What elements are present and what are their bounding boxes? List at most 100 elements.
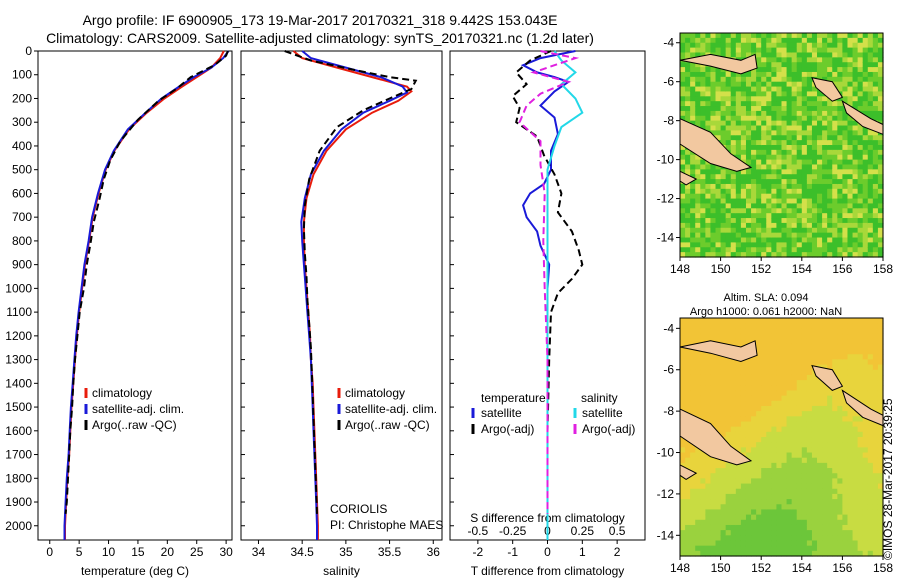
map-cell <box>806 524 813 531</box>
map-cell <box>822 343 828 350</box>
map-cell <box>857 164 864 170</box>
map-cell <box>720 380 727 386</box>
map-cell <box>832 411 838 417</box>
map-cell <box>700 120 706 127</box>
map-cell <box>700 318 706 324</box>
map-cell <box>867 145 874 151</box>
map-cell <box>690 452 696 459</box>
map-cell <box>842 323 849 329</box>
map-cell <box>877 198 884 205</box>
map-x-tick-label: 156 <box>832 262 852 276</box>
x-tick-label: 1 <box>579 545 586 559</box>
map-cell <box>857 67 864 73</box>
map-cell <box>705 164 712 170</box>
map-cell <box>842 149 849 156</box>
map-cell <box>862 222 869 229</box>
map-cell <box>791 96 798 102</box>
map-cell <box>811 208 818 214</box>
map-cell <box>700 33 706 39</box>
map-cell <box>766 125 772 131</box>
map-cell <box>817 106 823 112</box>
map-cell <box>862 198 869 205</box>
map-cell <box>817 232 823 239</box>
map-cell <box>771 101 778 107</box>
map-cell <box>766 354 772 360</box>
map-cell <box>771 535 778 542</box>
map-cell <box>740 33 747 39</box>
map-cell <box>867 524 874 531</box>
map-cell <box>690 349 696 355</box>
map-cell <box>832 504 838 511</box>
map-cell <box>827 483 833 490</box>
map-cell <box>862 135 869 141</box>
map-cell <box>761 504 767 511</box>
map-cell <box>730 468 737 474</box>
map-cell <box>740 188 747 195</box>
map-cell <box>740 323 747 329</box>
map-cell <box>695 169 701 175</box>
map-cell <box>842 405 849 412</box>
map-cell <box>837 354 843 360</box>
map-cell <box>796 110 803 117</box>
map-cell <box>776 524 783 531</box>
map-cell <box>766 203 772 209</box>
map-cell <box>817 333 823 340</box>
map-cell <box>730 323 737 329</box>
map-cell <box>730 421 737 428</box>
map-cell <box>806 37 813 44</box>
map-cell <box>837 426 843 433</box>
map-cell <box>801 416 808 423</box>
map-cell <box>756 76 762 83</box>
map-cell <box>842 343 849 350</box>
map-cell <box>852 47 859 54</box>
map-cell <box>796 76 803 83</box>
map-cell <box>751 159 757 166</box>
map-cell <box>730 130 737 136</box>
map-cell <box>756 169 762 175</box>
map-cell <box>822 101 828 107</box>
map-cell <box>735 42 742 49</box>
temperature-plot-frame <box>37 50 233 541</box>
map-cell <box>811 478 818 485</box>
map-cell <box>700 530 706 536</box>
map-cell <box>705 96 712 102</box>
map-cell <box>751 333 757 340</box>
map-cell <box>730 237 737 243</box>
map-cell <box>685 452 691 459</box>
map-cell <box>761 110 767 117</box>
map-cell <box>796 252 803 258</box>
map-cell <box>786 154 793 161</box>
map-cell <box>867 213 874 219</box>
map-cell <box>867 380 874 386</box>
map-cell <box>817 380 823 386</box>
map-cell <box>791 519 798 526</box>
map-cell <box>690 395 696 402</box>
map-cell <box>786 188 793 195</box>
x-tick-label: -1 <box>507 545 518 559</box>
map-cell <box>710 385 717 392</box>
map-cell <box>745 364 752 371</box>
map-cell <box>715 247 722 253</box>
map-cell <box>842 421 849 428</box>
map-cell <box>745 333 752 340</box>
map-cell <box>771 198 778 205</box>
map-cell <box>771 478 778 485</box>
map-cell <box>791 140 798 146</box>
map-cell <box>786 369 793 376</box>
map-cell <box>695 208 701 214</box>
map-cell <box>771 183 778 190</box>
map-cell <box>832 242 838 248</box>
map-cell <box>822 169 828 175</box>
map-cell <box>745 47 752 54</box>
map-cell <box>781 159 788 166</box>
map-cell <box>842 140 849 146</box>
map-cell <box>852 145 859 151</box>
map-cell <box>796 218 803 224</box>
map-cell <box>735 71 742 78</box>
map-cell <box>796 390 803 397</box>
map-cell <box>822 57 828 63</box>
map-cell <box>751 395 757 402</box>
map-cell <box>751 227 757 234</box>
map-cell <box>776 110 783 117</box>
